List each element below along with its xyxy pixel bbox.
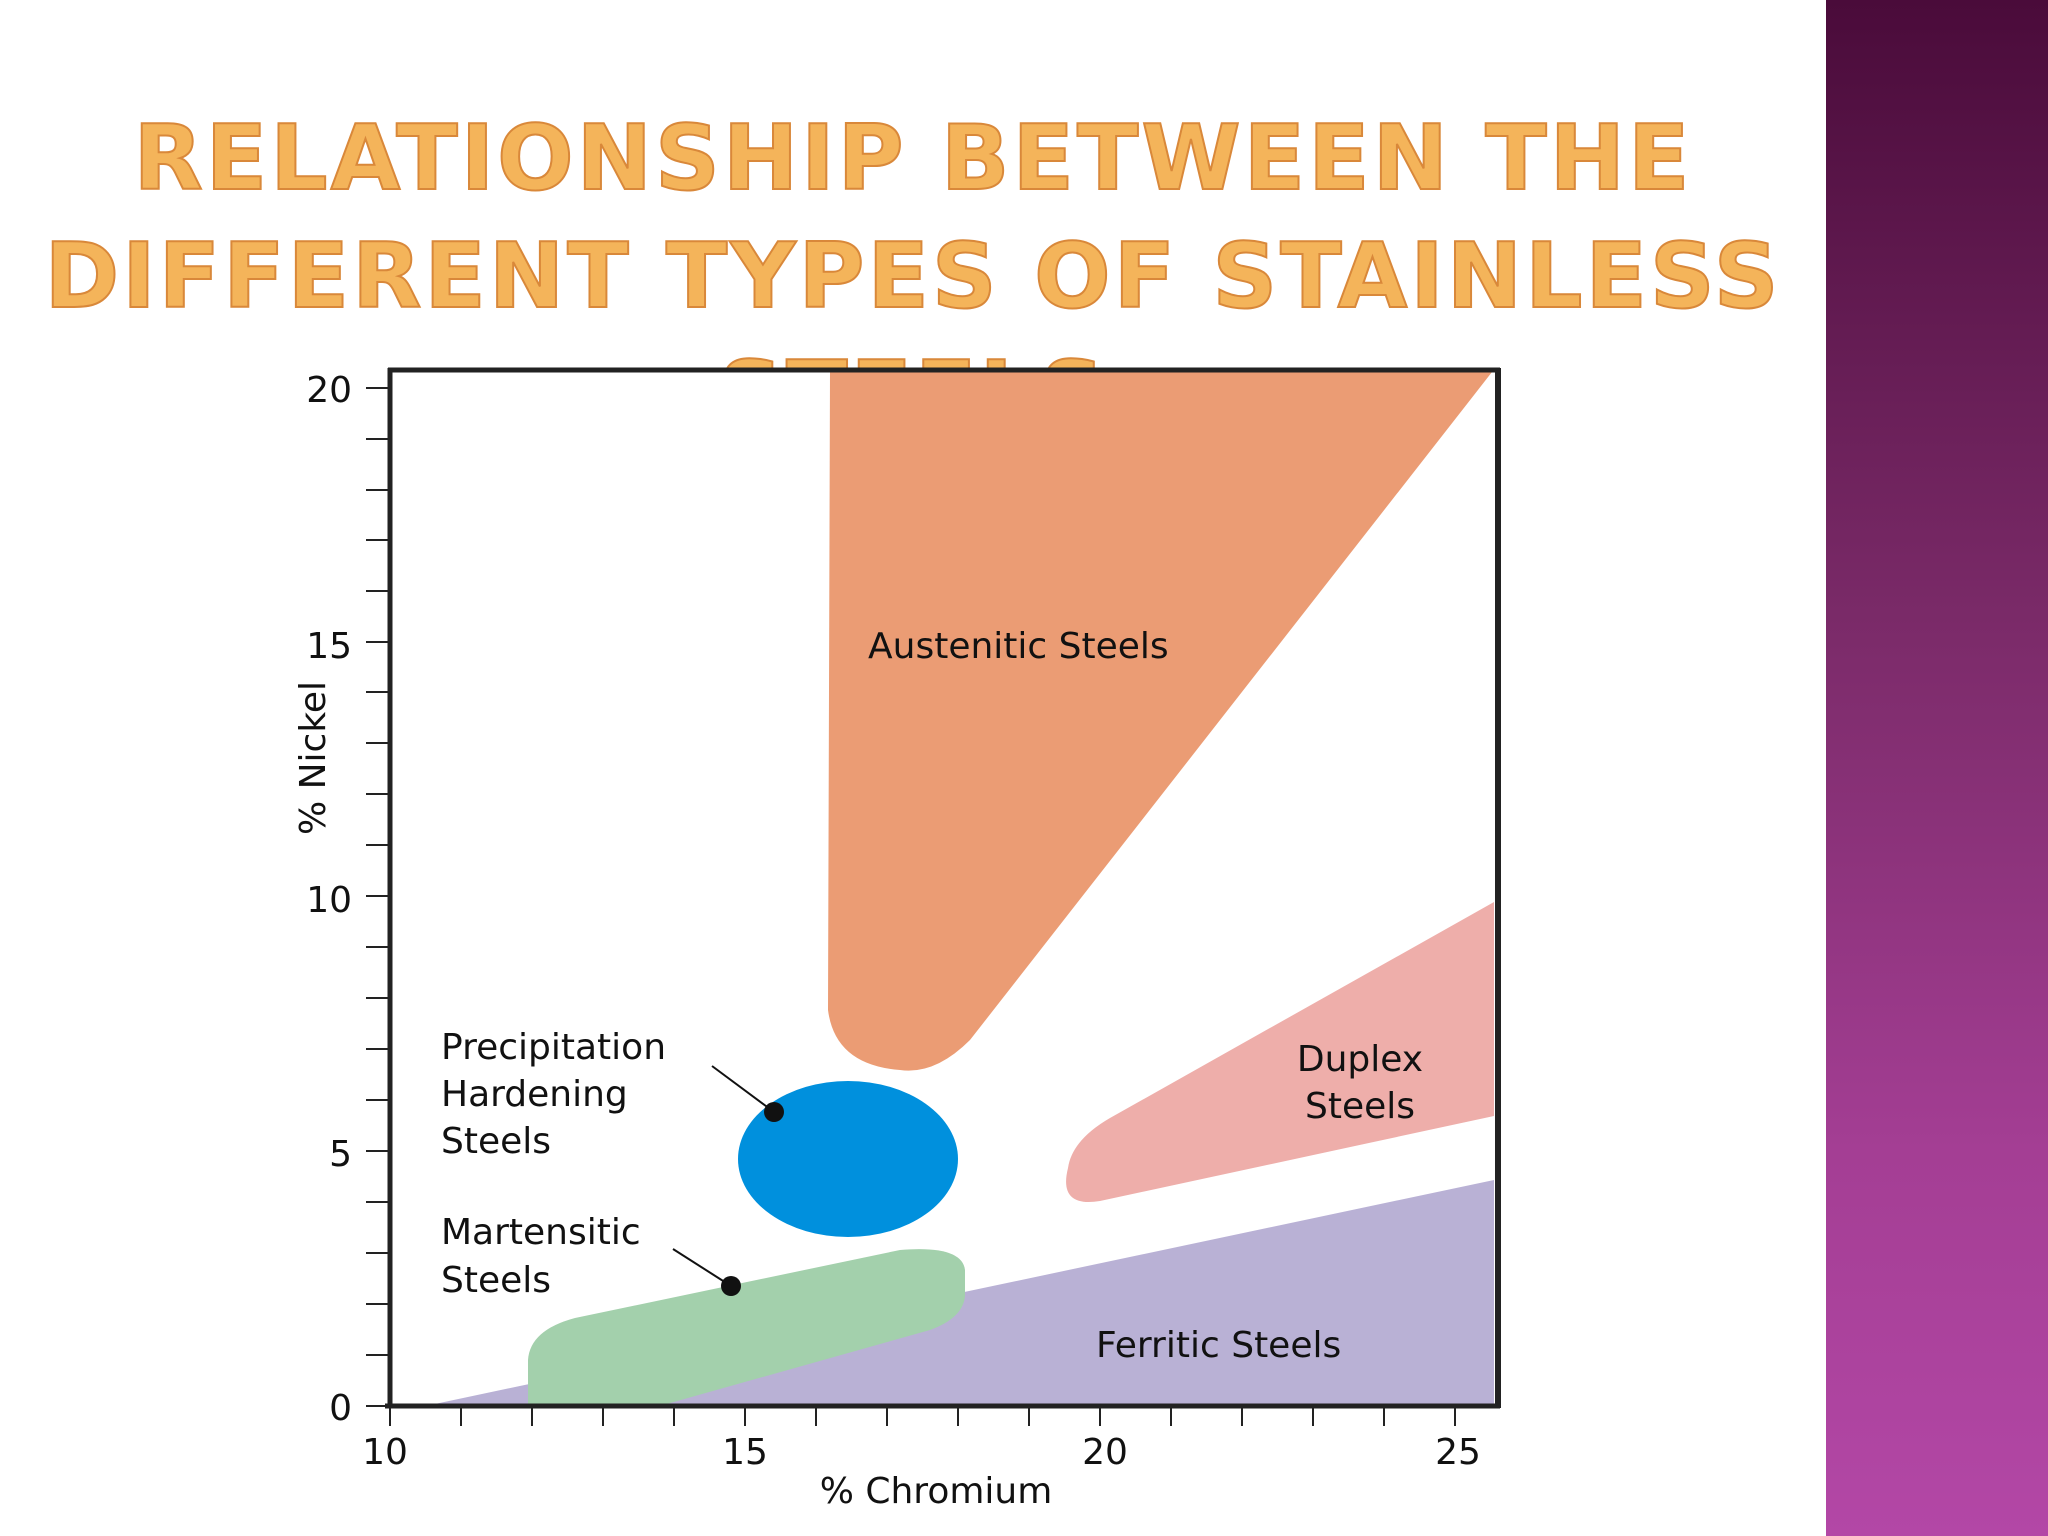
x-tick-label-15: 15 [722, 1432, 768, 1473]
y-tick-label-5: 5 [329, 1134, 352, 1175]
y-tick-label-10: 10 [306, 880, 352, 921]
slide-title: Relationship between the different types… [0, 100, 1826, 454]
x-axis-ticks [389, 1406, 1456, 1426]
y-tick-label-20: 20 [306, 370, 352, 411]
y-axis-ticks [366, 387, 390, 1407]
decorative-side-bar [1826, 0, 2048, 1536]
precipitation-label-line-3: Steels [441, 1121, 551, 1162]
slide-title-line-1: Relationship between the [133, 105, 1693, 212]
martensitic-leader-dot [721, 1276, 741, 1296]
x-tick-label-20: 20 [1082, 1432, 1128, 1473]
precipitation-leader-line [711, 1065, 775, 1113]
austenitic-label: Austenitic Steels [868, 626, 1169, 667]
duplex-label-line-2: Steels [1305, 1086, 1415, 1127]
duplex-label-line-1: Duplex [1297, 1039, 1423, 1080]
austenitic-region [828, 372, 1492, 1071]
martensitic-leader-line [672, 1248, 732, 1287]
precipitation-leader-dot [764, 1102, 784, 1122]
ferritic-label: Ferritic Steels [1096, 1325, 1341, 1366]
y-tick-label-0: 0 [329, 1388, 352, 1429]
martensitic-region [528, 1249, 965, 1405]
martensitic-label-line-2: Steels [441, 1260, 551, 1301]
y-tick-label-15: 15 [306, 626, 352, 667]
x-axis-label: % Chromium [820, 1471, 1053, 1512]
precipitation-label-line-2: Hardening [441, 1074, 628, 1115]
x-tick-label-25: 25 [1435, 1432, 1481, 1473]
precipitation-hardening-region [738, 1081, 958, 1237]
martensitic-label-line-1: Martensitic [441, 1212, 641, 1253]
x-tick-label-10: 10 [362, 1432, 408, 1473]
precipitation-label-line-1: Precipitation [441, 1027, 666, 1068]
duplex-region [1066, 902, 1494, 1203]
y-axis-label: % Nickel [293, 681, 334, 835]
